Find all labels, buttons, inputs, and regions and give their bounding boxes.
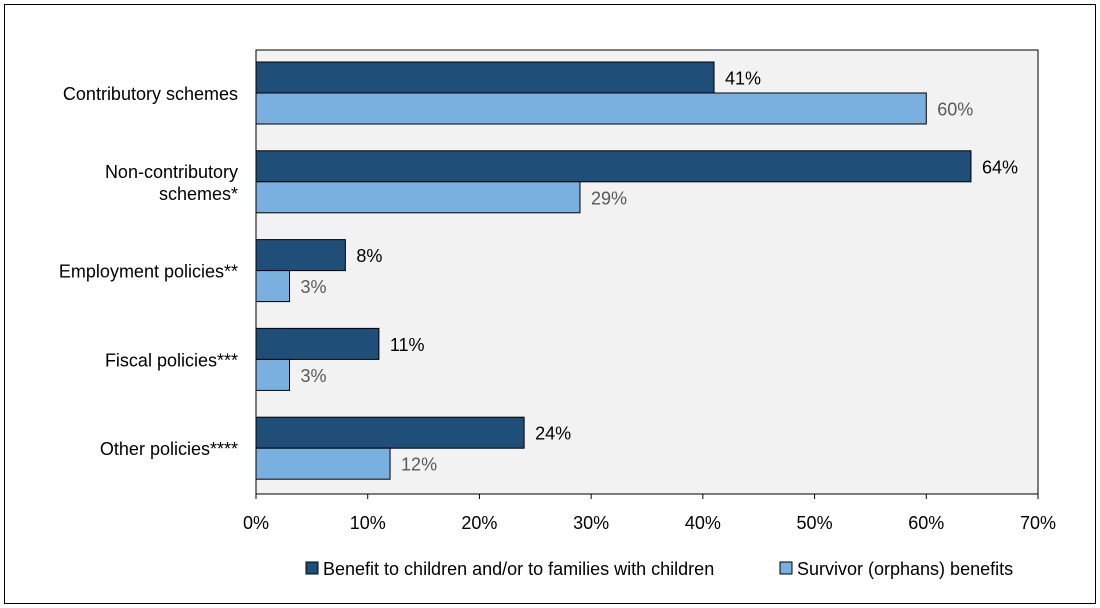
x-tick-label: 50%	[797, 513, 833, 533]
bar-value-label: 24%	[535, 424, 571, 444]
x-tick-label: 30%	[573, 513, 609, 533]
category-label: Non-contributory	[105, 162, 238, 182]
legend-label: Survivor (orphans) benefits	[797, 559, 1013, 579]
legend-swatch	[305, 561, 319, 575]
bar-s1-5	[255, 416, 525, 449]
bar-value-label: 3%	[301, 277, 327, 297]
bar-s1-1	[255, 61, 715, 94]
x-tick-label: 20%	[461, 513, 497, 533]
category-label: Employment policies**	[59, 262, 238, 282]
category-label: Other policies****	[100, 439, 238, 459]
bar-s2-4	[255, 358, 291, 391]
bar-s2-2	[255, 181, 581, 214]
x-tick-label: 40%	[685, 513, 721, 533]
bar-value-label: 11%	[390, 335, 425, 355]
bar-s2-3	[255, 270, 291, 303]
bar-s2-1	[255, 92, 927, 125]
x-tick-label: 10%	[350, 513, 386, 533]
bar-s1-3	[255, 239, 346, 272]
bar-value-label: 64%	[982, 157, 1018, 177]
bar-value-label: 41%	[725, 69, 761, 89]
x-tick-label: 60%	[908, 513, 944, 533]
bar-value-label: 3%	[301, 366, 327, 386]
category-label: Fiscal policies***	[105, 350, 238, 370]
bar-s2-5	[255, 447, 391, 480]
category-label: schemes*	[159, 184, 238, 204]
legend-swatch	[779, 561, 793, 575]
x-tick-label: 0%	[243, 513, 269, 533]
category-label: Contributory schemes	[63, 84, 238, 104]
x-tick-label: 70%	[1020, 513, 1056, 533]
bar-value-label: 12%	[401, 455, 437, 475]
bar-value-label: 60%	[937, 100, 973, 120]
bar-value-label: 29%	[591, 188, 627, 208]
legend-label: Benefit to children and/or to families w…	[323, 559, 714, 579]
bar-s1-4	[255, 327, 380, 360]
bar-s1-2	[255, 150, 972, 183]
bar-value-label: 8%	[356, 246, 382, 266]
